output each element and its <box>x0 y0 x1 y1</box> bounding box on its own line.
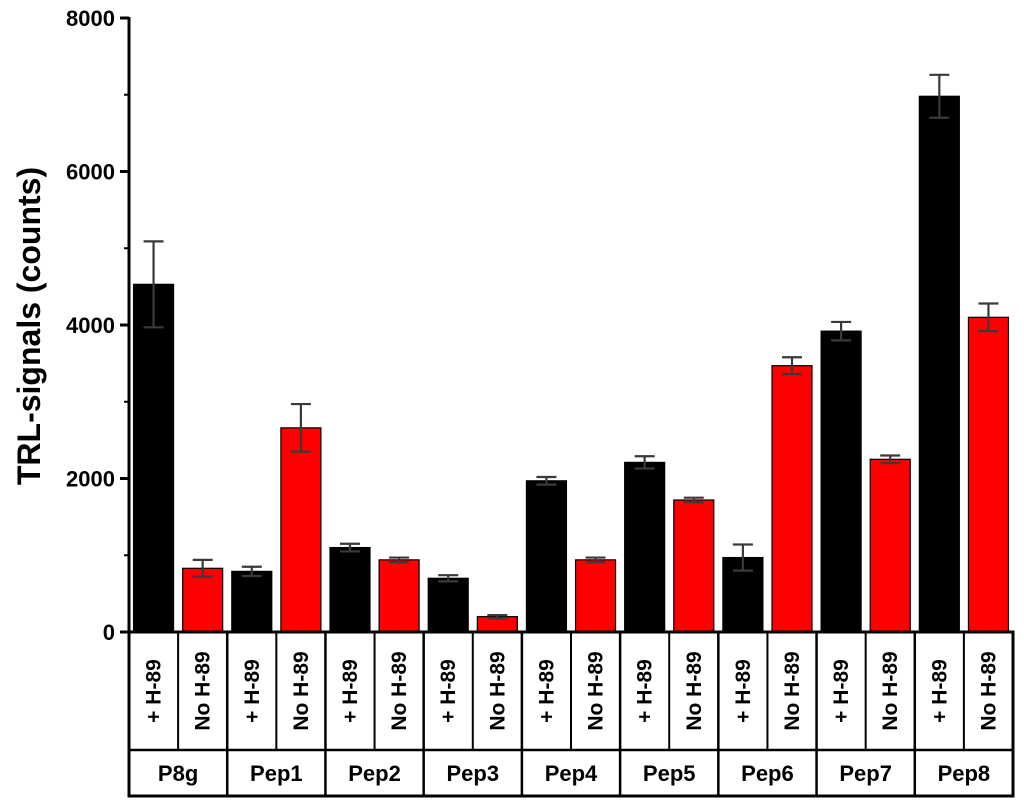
error-bar-pep2-no-h89 <box>389 556 410 564</box>
category-label: Pep2 <box>348 761 401 786</box>
bar-pep5-no-h89 <box>673 499 715 633</box>
condition-label: + H-89 <box>437 659 460 723</box>
error-bar-pep3-no-h89 <box>487 614 508 620</box>
condition-label: No H-89 <box>486 651 509 730</box>
condition-label: + H-89 <box>928 659 951 723</box>
category-label: Pep7 <box>839 761 892 786</box>
condition-label: No H-89 <box>585 651 608 730</box>
condition-label: No H-89 <box>192 651 215 730</box>
condition-label: No H-89 <box>977 651 1000 730</box>
bars-layer <box>132 73 1010 633</box>
y-tick-label: 4000 <box>66 313 115 338</box>
y-axis-label: TRL-signals (counts) <box>11 167 47 485</box>
error-bar-p8g-no-h89 <box>192 558 213 578</box>
bar-p8g-h89 <box>132 283 175 633</box>
error-bar-pep8-no-h89 <box>978 302 999 333</box>
bar-pep4-no-h89 <box>574 559 617 633</box>
bar-pep7-no-h89 <box>869 458 911 633</box>
axis-layer: 0 2000 4000 6000 8000 <box>66 6 131 645</box>
category-label: Pep1 <box>250 761 303 786</box>
y-tick-label: 6000 <box>66 160 115 185</box>
y-tick-label: 8000 <box>66 6 115 31</box>
bar-pep2-no-h89 <box>378 559 420 633</box>
condition-label: No H-89 <box>290 651 313 730</box>
error-bar-pep1-no-h89 <box>290 402 311 453</box>
category-table: + H-89 No H-89 P8g + H-89 No H-89 Pep1 + H-89 N… <box>127 630 1015 798</box>
condition-label: + H-89 <box>535 659 558 723</box>
condition-label: + H-89 <box>241 659 264 723</box>
condition-label: + H-89 <box>339 659 362 723</box>
error-bar-pep2-h89 <box>340 542 360 553</box>
category-label: Pep3 <box>446 761 499 786</box>
error-bar-pep7-no-h89 <box>880 454 901 465</box>
condition-label: + H-89 <box>143 659 166 723</box>
error-bar-pep5-no-h89 <box>683 496 704 504</box>
error-bar-pep6-no-h89 <box>782 356 802 376</box>
bar-pep3-h89 <box>427 577 469 633</box>
condition-label: + H-89 <box>732 659 755 723</box>
bar-pep4-h89 <box>525 480 568 633</box>
error-bar-pep5-h89 <box>634 455 655 470</box>
bar-pep1-h89 <box>231 570 273 633</box>
bar-pep1-no-h89 <box>280 427 322 633</box>
bar-pep6-no-h89 <box>771 365 813 633</box>
category-label: Pep5 <box>643 761 696 786</box>
condition-label: No H-89 <box>683 651 706 730</box>
bar-pep7-h89 <box>820 330 862 633</box>
category-label: Pep6 <box>741 761 794 786</box>
error-bar-pep4-h89 <box>536 475 557 486</box>
error-bar-pep8-h89 <box>929 73 950 119</box>
error-bar-pep3-h89 <box>438 574 459 583</box>
bar-p8g-no-h89 <box>182 567 224 633</box>
bar-pep8-no-h89 <box>967 316 1010 633</box>
category-label: P8g <box>158 761 198 786</box>
condition-label: No H-89 <box>388 651 411 730</box>
condition-label: + H-89 <box>634 659 657 723</box>
condition-label: + H-89 <box>830 659 853 723</box>
y-tick-label: 2000 <box>66 467 115 492</box>
error-bar-pep1-h89 <box>241 565 262 578</box>
error-bar-pep6-h89 <box>732 543 753 572</box>
condition-label: No H-89 <box>879 651 902 730</box>
bar-pep8-h89 <box>918 95 960 633</box>
y-tick-label: 0 <box>103 620 115 645</box>
error-bar-pep4-no-h89 <box>585 556 606 564</box>
condition-label: No H-89 <box>781 651 804 730</box>
bar-pep5-h89 <box>624 461 666 633</box>
category-label: Pep8 <box>938 761 991 786</box>
error-bar-p8g-h89 <box>143 240 164 329</box>
bar-pep2-h89 <box>329 546 371 633</box>
category-label: Pep4 <box>545 761 598 786</box>
error-bar-pep7-h89 <box>831 320 852 342</box>
